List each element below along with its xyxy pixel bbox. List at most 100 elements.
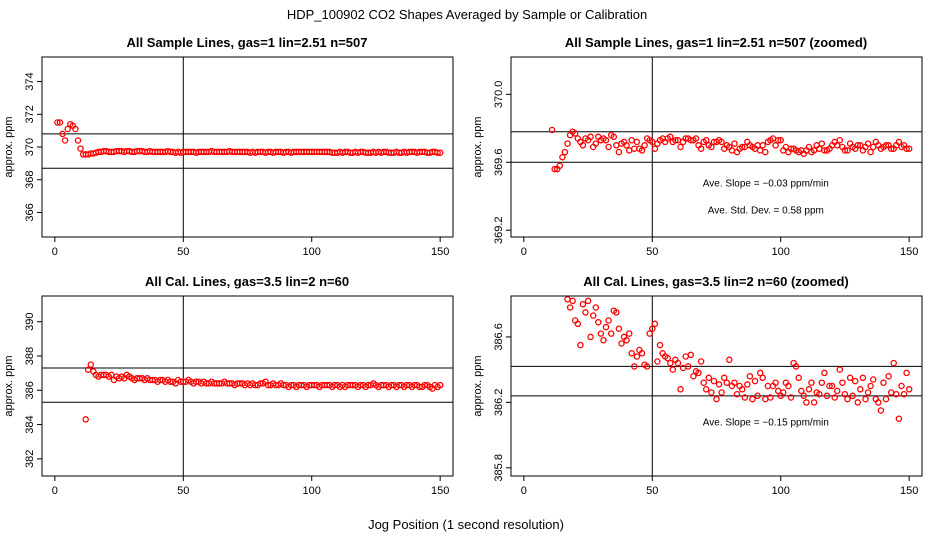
- data-point: [756, 147, 764, 154]
- data-point: [643, 363, 651, 370]
- data-point: [862, 395, 869, 403]
- data-point: [600, 336, 607, 344]
- data-point: [59, 130, 66, 138]
- data-point: [436, 381, 444, 389]
- data-point: [792, 363, 800, 370]
- x-tick-label: 50: [177, 485, 189, 497]
- y-tick-label: 372: [24, 105, 36, 123]
- data-point: [548, 126, 556, 134]
- data-point: [754, 392, 761, 400]
- data-point: [625, 147, 633, 154]
- data-point: [628, 350, 635, 357]
- data-point: [566, 304, 574, 311]
- y-tick-label: 390: [24, 313, 36, 331]
- y-tick-label: 374: [24, 72, 36, 90]
- y-axis-label: approx. ppm: [472, 116, 484, 177]
- x-tick-label: 50: [646, 246, 658, 258]
- data-point: [818, 379, 826, 386]
- data-point: [633, 353, 641, 360]
- figure-x-axis-label: Jog Position (1 second resolution): [368, 517, 564, 532]
- data-point: [867, 382, 874, 390]
- data-point: [733, 390, 741, 398]
- data-points: [54, 119, 444, 158]
- data-point: [836, 136, 844, 144]
- data-point: [672, 136, 679, 144]
- data-point: [854, 399, 862, 406]
- panel-title: All Cal. Lines, gas=3.5 lin=2 n=60 (zoom…: [583, 274, 849, 289]
- y-tick-label: 369.6: [493, 149, 505, 177]
- data-point: [607, 330, 615, 337]
- data-point: [772, 379, 779, 386]
- y-tick-label: 382: [24, 450, 36, 468]
- data-point: [718, 138, 725, 146]
- data-point: [564, 296, 571, 303]
- data-point: [875, 399, 882, 406]
- data-point: [798, 387, 805, 395]
- data-point: [749, 395, 756, 403]
- data-point: [641, 142, 648, 149]
- y-tick-label: 388: [24, 347, 36, 365]
- y-tick-label: 386.6: [493, 323, 505, 351]
- data-point: [613, 142, 620, 149]
- data-point: [677, 143, 684, 151]
- data-point: [584, 297, 592, 305]
- x-tick-label: 150: [900, 485, 918, 497]
- data-point: [649, 325, 656, 332]
- x-tick-label: 0: [52, 246, 58, 258]
- data-point: [708, 143, 715, 151]
- data-point: [803, 399, 810, 406]
- data-point: [864, 389, 872, 396]
- data-point: [625, 330, 633, 337]
- data-point: [434, 149, 441, 156]
- data-point: [905, 145, 913, 152]
- plot-area: 0 50 100 150 369.2 369.6 370.0 approx. ppm Ave. …: [472, 56, 923, 258]
- data-point: [605, 143, 612, 151]
- data-point: [700, 379, 707, 386]
- data-point: [731, 379, 738, 386]
- x-tick-label: 50: [646, 485, 658, 497]
- data-point: [795, 374, 802, 382]
- data-point: [587, 333, 594, 341]
- y-tick-label: 386.2: [493, 389, 505, 417]
- data-point: [710, 377, 718, 385]
- data-point: [759, 374, 766, 382]
- data-point: [667, 133, 674, 141]
- data-points: [548, 126, 913, 173]
- data-point: [895, 415, 903, 422]
- data-point: [854, 142, 862, 149]
- data-point: [623, 336, 630, 344]
- data-point: [582, 309, 589, 316]
- data-point: [646, 330, 653, 337]
- data-point: [905, 386, 913, 393]
- data-point: [767, 394, 774, 401]
- plot-frame: [41, 56, 454, 238]
- data-point: [756, 369, 764, 377]
- y-axis-label: approx. ppm: [3, 116, 15, 177]
- data-point: [579, 142, 587, 149]
- data-point: [903, 369, 910, 377]
- data-point: [818, 140, 826, 147]
- panel-all-cal-lines: All Cal. Lines, gas=3.5 lin=2 n=60 0 50 10…: [3, 274, 454, 497]
- data-point: [723, 379, 731, 386]
- data-point: [77, 145, 84, 152]
- data-point: [87, 361, 95, 368]
- data-point: [687, 351, 695, 359]
- data-point: [690, 372, 697, 380]
- data-point: [577, 341, 584, 349]
- annotation-text: Ave. Slope = −0.03 ppm/min: [703, 179, 829, 190]
- data-point: [869, 376, 877, 383]
- data-point: [674, 359, 682, 367]
- data-point: [633, 138, 641, 146]
- data-point: [810, 399, 818, 406]
- data-point: [61, 137, 69, 144]
- data-point: [844, 147, 851, 154]
- data-point: [667, 359, 674, 367]
- data-point: [785, 382, 792, 390]
- data-point: [780, 389, 787, 396]
- data-point: [651, 145, 659, 152]
- plot-frame: [41, 295, 454, 477]
- data-point: [787, 394, 795, 401]
- data-point: [569, 297, 576, 305]
- data-point: [726, 356, 733, 364]
